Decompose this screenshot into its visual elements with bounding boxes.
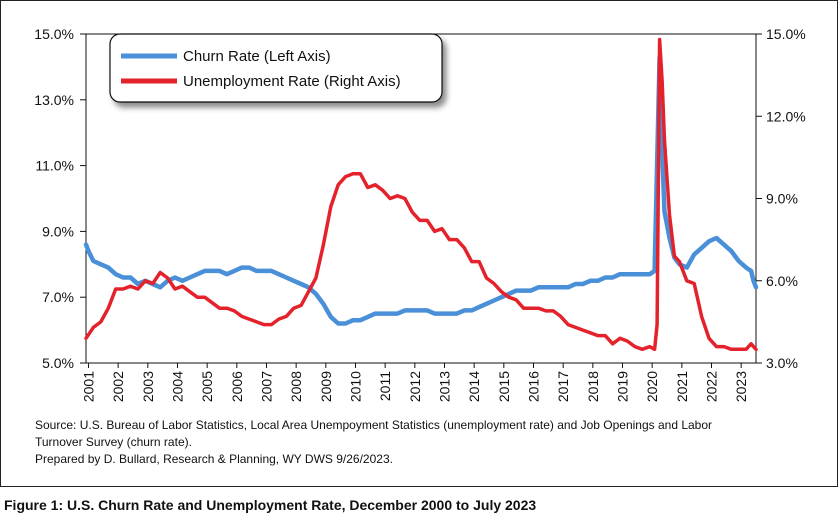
series-layer xyxy=(83,37,759,352)
axes-layer: 5.0% 7.0% 9.0% 11.0% 13.0% 15.0% 3.0% 6.0% 9.0% 1… xyxy=(34,26,805,402)
x-tick-label: 2009 xyxy=(318,371,334,402)
x-tick-label: 2001 xyxy=(80,371,96,402)
x-tick-label: 2003 xyxy=(140,371,156,402)
source-line: Source: U.S. Bureau of Labor Statistics,… xyxy=(35,418,713,432)
y-right-tick-label: 9.0% xyxy=(766,191,798,207)
figure-frame: 5.0% 7.0% 9.0% 11.0% 13.0% 15.0% 3.0% 6.0% 9.0% 1… xyxy=(0,0,838,487)
series-line-unemployment-rate xyxy=(84,37,758,352)
x-tick-label: 2014 xyxy=(466,371,482,402)
x-tick-label: 2020 xyxy=(644,371,660,402)
legend-label-churn: Churn Rate (Left Axis) xyxy=(183,48,331,65)
x-tick-label: 2023 xyxy=(733,371,749,402)
series-line-churn-rate xyxy=(83,54,759,326)
x-tick-label: 2015 xyxy=(496,371,512,402)
y-left-tick-label: 5.0% xyxy=(42,355,74,371)
source-line: Prepared by D. Bullard, Research & Plann… xyxy=(35,452,393,466)
x-tick-label: 2018 xyxy=(585,371,601,402)
source-note: Source: U.S. Bureau of Labor Statistics,… xyxy=(35,417,795,468)
y-right-tick-label: 12.0% xyxy=(766,108,806,124)
y-left-tick-label: 11.0% xyxy=(35,158,74,174)
legend-box xyxy=(109,33,443,103)
legend-label-unemployment: Unemployment Rate (Right Axis) xyxy=(183,73,401,90)
y-left-tick-label: 9.0% xyxy=(42,223,74,239)
x-tick-label: 2016 xyxy=(525,371,541,402)
x-tick-label: 2004 xyxy=(169,371,185,402)
y-left-tick-label: 15.0% xyxy=(34,26,74,42)
x-tick-label: 2002 xyxy=(110,371,126,402)
y-right-tick-label: 3.0% xyxy=(766,355,798,371)
x-tick-label: 2006 xyxy=(229,371,245,402)
x-tick-label: 2005 xyxy=(199,371,215,402)
chart-legend: Churn Rate (Left Axis) Unemployment Rate… xyxy=(109,33,443,103)
x-tick-label: 2019 xyxy=(614,371,630,402)
figure-caption: Figure 1: U.S. Churn Rate and Unemployme… xyxy=(4,497,537,513)
y-left-tick-label: 13.0% xyxy=(34,92,74,108)
x-tick-label: 2012 xyxy=(407,371,423,402)
x-tick-label: 2008 xyxy=(288,371,304,402)
y-right-tick-label: 6.0% xyxy=(766,273,798,289)
y-left-tick-label: 7.0% xyxy=(42,289,74,305)
source-line: Turnover Survey (churn rate). xyxy=(35,435,192,449)
x-tick-label: 2017 xyxy=(555,371,571,402)
x-tick-label: 2011 xyxy=(377,371,393,401)
y-right-tick-label: 15.0% xyxy=(766,26,806,42)
x-tick-label: 2021 xyxy=(674,371,690,402)
x-tick-label: 2022 xyxy=(703,371,719,402)
dual-axis-line-chart: 5.0% 7.0% 9.0% 11.0% 13.0% 15.0% 3.0% 6.0% 9.0% 1… xyxy=(34,26,805,402)
x-tick-label: 2010 xyxy=(347,371,363,402)
x-tick-label: 2013 xyxy=(436,371,452,402)
x-tick-label: 2007 xyxy=(258,371,274,402)
